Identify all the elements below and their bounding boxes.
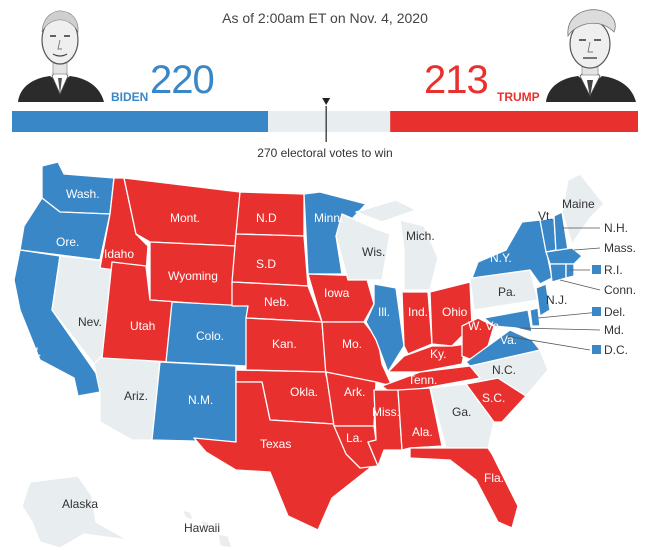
state-illinois xyxy=(365,283,405,373)
state-rhode-island xyxy=(565,263,575,279)
state-label-texas: Texas xyxy=(260,437,291,451)
state-label-mo: Mo. xyxy=(342,337,362,351)
state-label-alaska: Alaska xyxy=(62,497,98,511)
state-michigan xyxy=(399,219,439,291)
trump-segment xyxy=(390,111,638,132)
state-label-iowa: Iowa xyxy=(324,286,350,300)
state-label-kan: Kan. xyxy=(272,337,297,351)
state-north-carolina xyxy=(465,349,549,397)
state-label-sc: S.C. xyxy=(482,391,505,405)
state-label-wis: Wis. xyxy=(362,245,385,259)
state-label-neb: Neb. xyxy=(264,295,289,309)
state-label-mont: Mont. xyxy=(170,211,200,225)
state-label-ind: Ind. xyxy=(408,305,428,319)
callout-label-5: Del. xyxy=(604,305,625,319)
state-label-la: La. xyxy=(346,431,363,445)
state-label-nd: N.D xyxy=(256,211,277,225)
state-label-fla: Fla. xyxy=(484,471,504,485)
state-label-wyoming: Wyoming xyxy=(168,269,218,283)
state-label-calif: Calif. xyxy=(14,345,41,359)
state-label-ill: Ill. xyxy=(378,305,390,319)
state-label-nev: Nev. xyxy=(78,315,102,329)
state-label-ala: Ala. xyxy=(412,425,433,439)
state-label-hawaii: Hawaii xyxy=(184,521,220,535)
state-indiana xyxy=(401,291,433,355)
state-label-okla: Okla. xyxy=(290,385,318,399)
callout-label-3: Conn. xyxy=(604,283,636,297)
us-electoral-map: Wash. Ore. Calif. Idaho Nev. Mont. Wyoming Utah… xyxy=(13,161,636,549)
state-label-va: Va. xyxy=(500,333,517,347)
legend-de-swatch xyxy=(592,307,601,316)
biden-portrait xyxy=(18,10,104,102)
state-label-nm: N.M. xyxy=(188,393,213,407)
callout-label-7: D.C. xyxy=(604,343,628,357)
state-label-wash: Wash. xyxy=(66,187,100,201)
threshold-marker xyxy=(322,98,331,142)
state-hawaii xyxy=(181,509,233,549)
state-label-ariz: Ariz. xyxy=(124,389,148,403)
state-label-wva: W. Va. xyxy=(468,319,502,333)
callout-lines xyxy=(505,227,601,351)
state-maine xyxy=(561,173,605,245)
state-wisconsin xyxy=(335,213,391,281)
callout-label-6: Md. xyxy=(604,323,624,337)
biden-segment xyxy=(12,111,268,132)
state-georgia xyxy=(429,383,495,449)
state-label-miss: Miss. xyxy=(372,405,400,419)
biden-electoral-votes: 220 xyxy=(150,58,215,102)
trump-label: TRUMP xyxy=(497,90,540,104)
state-label-ohio: Ohio xyxy=(442,305,468,319)
state-texas xyxy=(193,381,371,531)
state-label-minn: Minn. xyxy=(314,211,343,225)
state-label-idaho: Idaho xyxy=(104,247,134,261)
state-label-colo: Colo. xyxy=(196,329,224,343)
callout-label-2: R.I. xyxy=(604,263,623,277)
win-threshold-label: 270 electoral votes to win xyxy=(257,146,393,160)
state-alabama xyxy=(397,387,443,451)
state-label-mich: Mich. xyxy=(406,229,435,243)
state-arkansas xyxy=(325,371,377,427)
biden-label: BIDEN xyxy=(111,90,149,104)
state-connecticut xyxy=(549,263,567,283)
trump-electoral-votes: 213 xyxy=(424,58,489,102)
state-label-ny: N.Y. xyxy=(490,251,512,265)
state-label-ky: Ky. xyxy=(430,347,446,361)
trump-portrait xyxy=(546,9,636,102)
callout-label-4: N.J. xyxy=(546,293,567,307)
state-maryland xyxy=(483,309,533,333)
legend-dc-swatch xyxy=(592,345,601,354)
state-massachusetts xyxy=(545,247,583,265)
state-label-pa: Pa. xyxy=(498,285,516,299)
state-label-utah: Utah xyxy=(130,319,155,333)
state-alaska xyxy=(21,475,129,549)
electoral-vote-bar xyxy=(12,111,638,132)
state-michigan-up xyxy=(355,199,417,223)
callout-label-0: N.H. xyxy=(604,221,628,235)
state-label-maine: Maine xyxy=(562,197,595,211)
state-label-ore: Ore. xyxy=(56,235,79,249)
state-label-tenn: Tenn. xyxy=(408,373,437,387)
state-new-jersey xyxy=(535,283,551,317)
state-florida xyxy=(409,447,519,529)
state-label-vt: Vt. xyxy=(538,209,553,223)
state-label-ga: Ga. xyxy=(452,405,471,419)
state-label-sd: S.D xyxy=(256,257,276,271)
timestamp: As of 2:00am ET on Nov. 4, 2020 xyxy=(222,10,428,26)
state-label-ark: Ark. xyxy=(344,385,365,399)
callout-label-1: Mass. xyxy=(604,241,636,255)
legend-ri-swatch xyxy=(592,265,601,274)
state-delaware xyxy=(529,307,541,327)
state-label-nc: N.C. xyxy=(492,363,516,377)
